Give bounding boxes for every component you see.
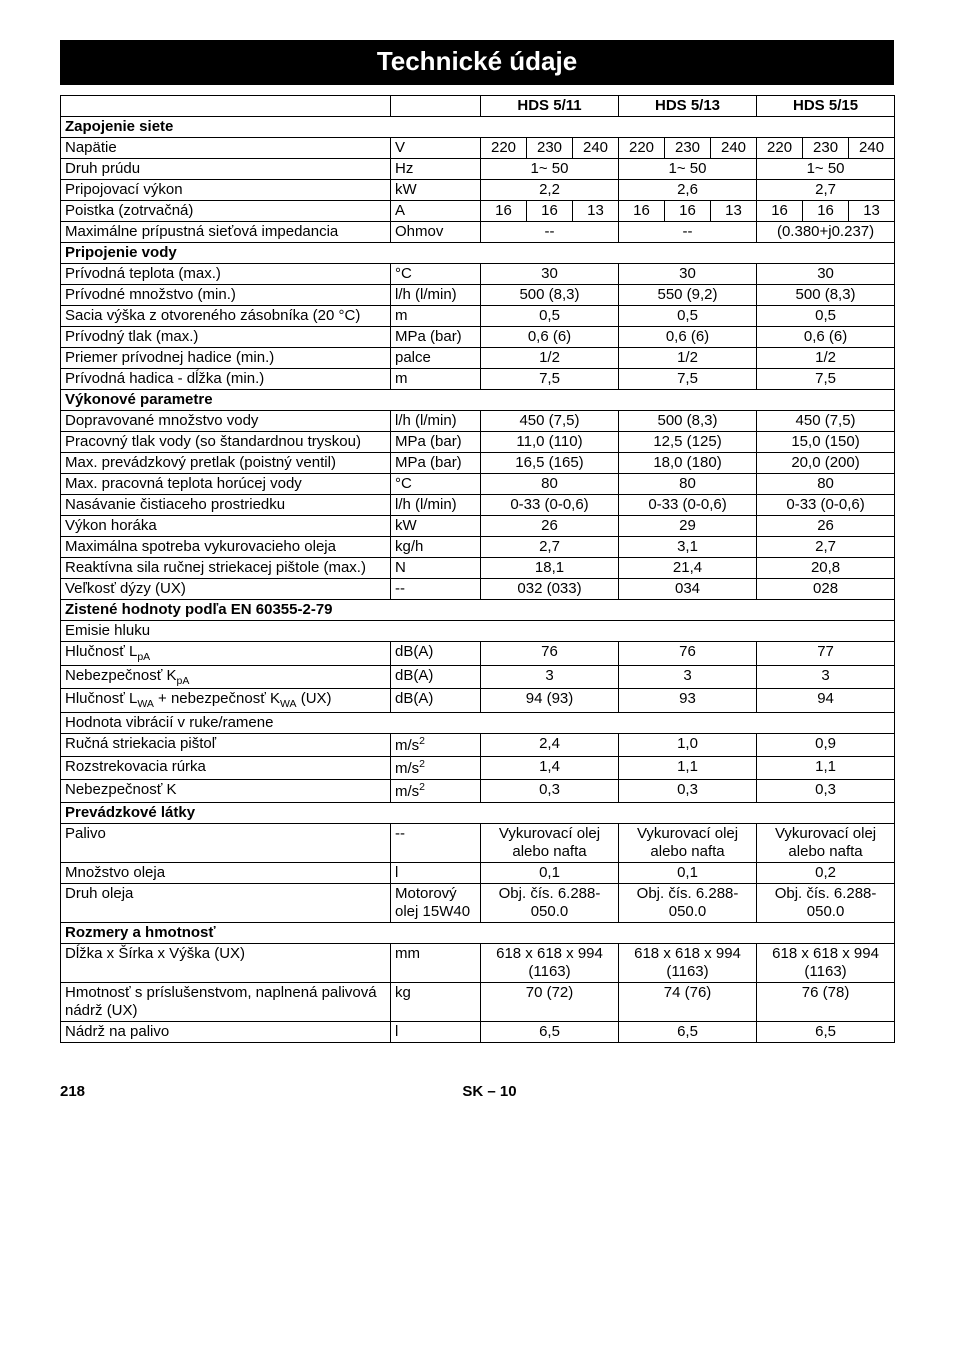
section-rozmery: Rozmery a hmotnosť (61, 922, 895, 943)
table-row: Druh olejaMotorový olej 15W40Obj. čís. 6… (61, 883, 895, 922)
section-zistene: Zistené hodnoty podľa EN 60355-2-79 (61, 600, 895, 621)
table-row: Dopravované množstvo vodyl/h (l/min)450 … (61, 411, 895, 432)
header-row: HDS 5/11 HDS 5/13 HDS 5/15 (61, 96, 895, 117)
unit-ms2: m/s2 (391, 779, 481, 802)
table-row: Max. prevádzkový pretlak (poistný ventil… (61, 453, 895, 474)
table-row: Hmotnosť s príslušenstvom, naplnená pali… (61, 982, 895, 1021)
table-row: Sacia výška z otvoreného zásobníka (20 °… (61, 306, 895, 327)
table-row: Hlučnosť LpAdB(A)767677 (61, 642, 895, 666)
table-row: Rozstrekovacia rúrkam/s21,41,11,1 (61, 756, 895, 779)
table-row: Ručná striekacia pištoľm/s22,41,00,9 (61, 733, 895, 756)
page-code: SK – 10 (462, 1083, 516, 1100)
table-row: Nádrž na palivol6,56,56,5 (61, 1021, 895, 1042)
label-hluc-lpa: Hlučnosť LpA (61, 642, 391, 666)
table-row: Prívodná hadica - dĺžka (min.)m7,57,57,5 (61, 369, 895, 390)
table-row: Palivo--Vykurovací olej alebo naftaVykur… (61, 823, 895, 862)
unit-ms2: m/s2 (391, 733, 481, 756)
model-2: HDS 5/13 (619, 96, 757, 117)
table-row: Druh prúduHz 1~ 50 1~ 50 1~ 50 (61, 159, 895, 180)
table-row: Poistka (zotrvačná)A 161613 161613 16161… (61, 201, 895, 222)
table-row: Nebezpečnosť KpAdB(A)333 (61, 665, 895, 689)
section-zapojenie: Zapojenie siete (61, 117, 895, 138)
table-row: Pripojovací výkonkW 2,2 2,6 2,7 (61, 180, 895, 201)
table-row: Výkon horákakW262926 (61, 516, 895, 537)
table-row: Nebezpečnosť Km/s20,30,30,3 (61, 779, 895, 802)
table-row: Emisie hluku (61, 621, 895, 642)
section-vibracie: Hodnota vibrácií v ruke/ramene (61, 712, 895, 733)
table-row: Priemer prívodnej hadice (min.)palce1/21… (61, 348, 895, 369)
page-footer: 218 SK – 10 (60, 1083, 894, 1100)
table-row: Max. pracovná teplota horúcej vody°C8080… (61, 474, 895, 495)
table-row: Pracovný tlak vody (so štandardnou trysk… (61, 432, 895, 453)
page-number: 218 (60, 1083, 85, 1100)
table-row: Hodnota vibrácií v ruke/ramene (61, 712, 895, 733)
table-row: Množstvo olejal0,10,10,2 (61, 862, 895, 883)
section-pripojenie: Pripojenie vody (61, 243, 895, 264)
table-row: Prívodná teplota (max.)°C303030 (61, 264, 895, 285)
table-row: Veľkosť dýzy (UX)--032 (033)034028 (61, 579, 895, 600)
table-row: Prívodný tlak (max.)MPa (bar)0,6 (6)0,6 … (61, 327, 895, 348)
spec-table: HDS 5/11 HDS 5/13 HDS 5/15 Zapojenie sie… (60, 95, 895, 1043)
table-row: Reaktívna sila ručnej striekacej pištole… (61, 558, 895, 579)
table-row: Maximálna spotreba vykurovacieho olejakg… (61, 537, 895, 558)
label-hluc-lwa: Hlučnosť LWA + nebezpečnosť KWA (UX) (61, 689, 391, 713)
table-row: Dĺžka x Šírka x Výška (UX)mm618 x 618 x … (61, 943, 895, 982)
unit-ms2: m/s2 (391, 756, 481, 779)
table-row: Maximálne prípustná sieťová impedanciaOh… (61, 222, 895, 243)
table-row: NapätieV 220230240 220230240 220230240 (61, 138, 895, 159)
table-row: Prívodné množstvo (min.)l/h (l/min)500 (… (61, 285, 895, 306)
model-1: HDS 5/11 (481, 96, 619, 117)
page-title: Technické údaje (60, 40, 894, 85)
section-prevadzk: Prevádzkové látky (61, 802, 895, 823)
table-row: Hlučnosť LWA + nebezpečnosť KWA (UX)dB(A… (61, 689, 895, 713)
table-row: Nasávanie čistiaceho prostriedkul/h (l/m… (61, 495, 895, 516)
model-3: HDS 5/15 (757, 96, 895, 117)
label-nebezp-kpa: Nebezpečnosť KpA (61, 665, 391, 689)
section-vykonove: Výkonové parametre (61, 390, 895, 411)
section-emisie: Emisie hluku (61, 621, 895, 642)
